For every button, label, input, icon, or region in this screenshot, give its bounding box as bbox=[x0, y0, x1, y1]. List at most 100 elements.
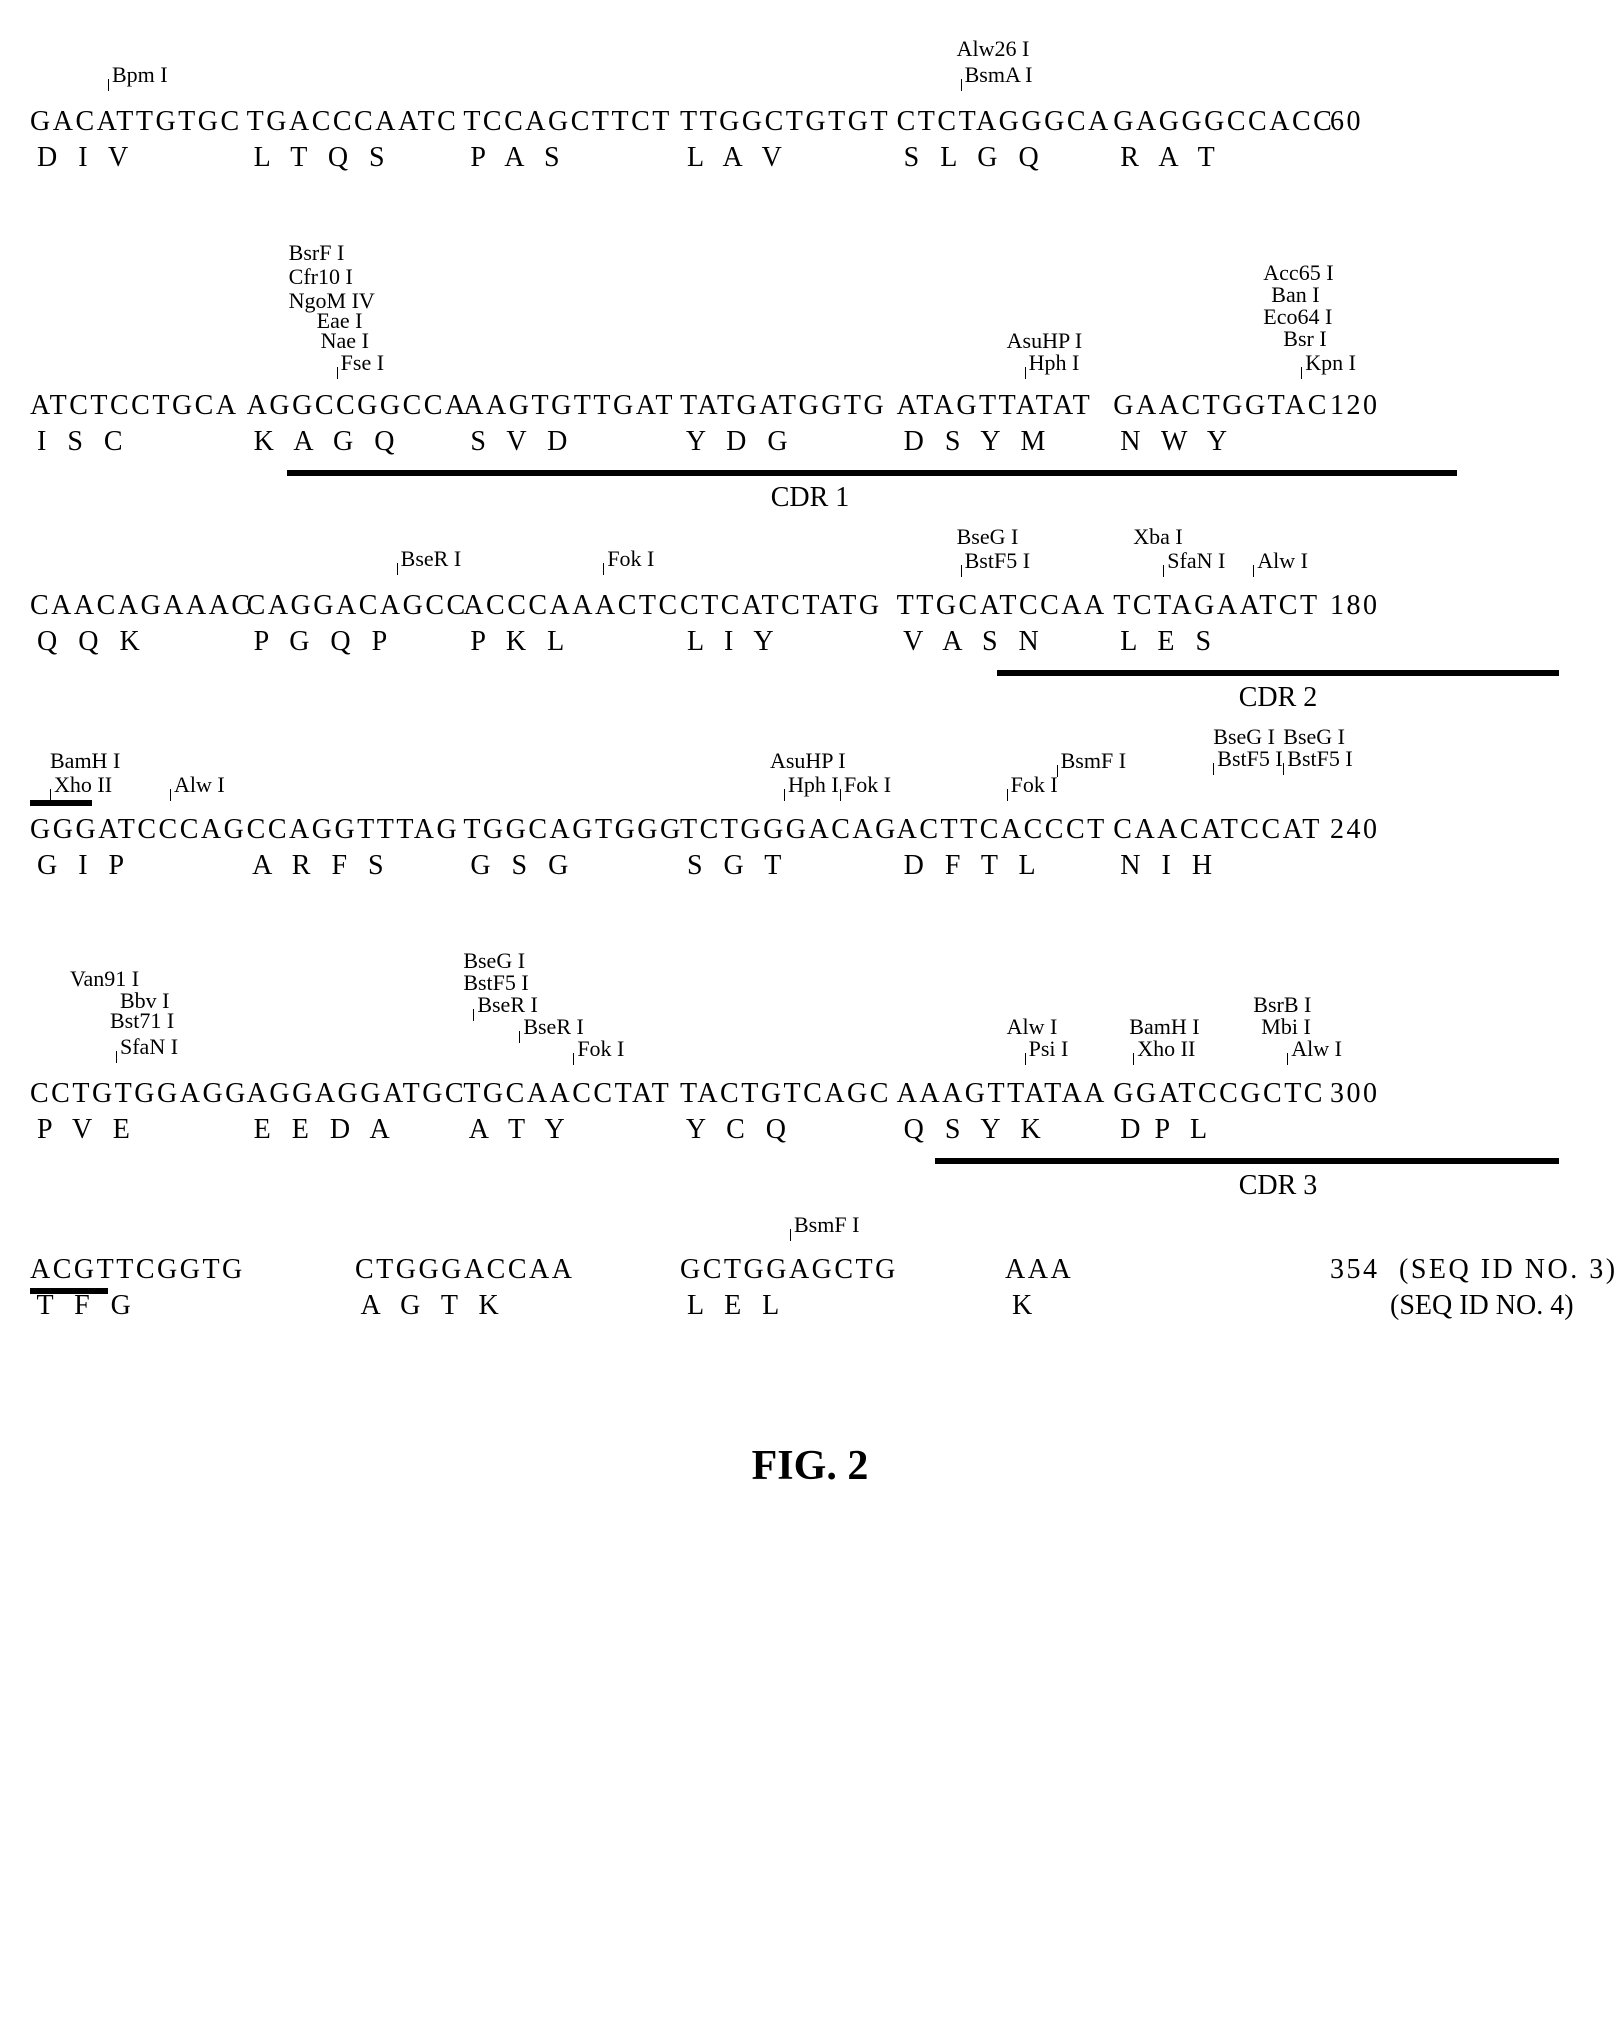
enzyme-label: BseG I bbox=[957, 524, 1019, 550]
end-column: 180 bbox=[1330, 590, 1590, 658]
amino-acid-seq: V A S N bbox=[897, 626, 1039, 658]
enzyme-labels: Bpm I bbox=[30, 36, 240, 102]
sequence-block: CCAGGTTTAG A R F S bbox=[247, 814, 457, 882]
nucleotide-seq: ACGTTCGGTG bbox=[30, 1254, 245, 1286]
enzyme-name: Fok I bbox=[1011, 772, 1058, 797]
enzyme-tick bbox=[1007, 789, 1008, 801]
enzyme-labels: AsuHP IHph IFok I bbox=[680, 724, 890, 810]
amino-acid-seq: N W Y bbox=[1113, 426, 1227, 458]
sequence-block: TGACCCAATC L T Q S bbox=[247, 106, 457, 174]
enzyme-label: Xho II bbox=[1133, 1036, 1195, 1062]
nucleotide-seq: ATAGTTATAT bbox=[897, 390, 1093, 422]
figure-label: FIG. 2 bbox=[30, 1442, 1590, 1490]
enzyme-label: Hph I bbox=[784, 772, 839, 798]
enzyme-label: BsmA I bbox=[961, 62, 1033, 88]
enzyme-name: Alw I bbox=[1257, 548, 1308, 573]
sequence-block: Van91 IBbv IBst71 ISfaN ICCTGTGGAGG P V … bbox=[30, 1078, 240, 1146]
enzyme-label: Fok I bbox=[603, 546, 654, 572]
cdr-bar bbox=[997, 670, 1559, 676]
enzyme-label: SfaN I bbox=[1163, 548, 1225, 574]
nucleotide-seq: TGACCCAATC bbox=[247, 106, 459, 138]
enzyme-tick bbox=[1283, 763, 1284, 775]
enzyme-name: BseR I bbox=[401, 546, 462, 571]
enzyme-label: AsuHP I bbox=[770, 748, 846, 774]
sequence-block: AAGTGTTGAT S V D bbox=[463, 390, 673, 458]
amino-acid-seq: T F G bbox=[30, 1290, 131, 1322]
end-column: 300 bbox=[1330, 1078, 1590, 1146]
sequence-row: Van91 IBbv IBst71 ISfaN ICCTGTGGAGG P V … bbox=[30, 952, 1590, 1146]
amino-acid-seq: E E D A bbox=[247, 1114, 390, 1146]
enzyme-name: SfaN I bbox=[120, 1034, 178, 1059]
end-number: 354 bbox=[1330, 1254, 1380, 1285]
enzyme-tick bbox=[1287, 1053, 1288, 1065]
enzyme-label: Xba I bbox=[1133, 524, 1182, 550]
sequence-block: TATGATGGTG Y D G bbox=[680, 390, 890, 458]
amino-acid-seq: S G T bbox=[680, 850, 781, 882]
enzyme-name: Xba I bbox=[1133, 524, 1182, 549]
enzyme-tick bbox=[519, 1031, 520, 1043]
amino-acid-seq: D P L bbox=[1113, 1114, 1207, 1146]
position-number: 60 bbox=[1330, 106, 1363, 138]
sequence-figure: Bpm IGACATTGTGC D I VTGACCCAATC L T Q ST… bbox=[30, 40, 1590, 1322]
amino-acid-seq: I S C bbox=[30, 426, 123, 458]
enzyme-name: Fok I bbox=[577, 1036, 624, 1061]
nucleotide-seq: CTGGGACCAA bbox=[355, 1254, 574, 1286]
enzyme-name: BamH I bbox=[50, 748, 120, 773]
blocks-container: CAACAGAAAC Q Q KBseR ICAGGACAGCC P G Q P… bbox=[30, 590, 1590, 658]
nucleotide-seq: AAGTGTTGAT bbox=[463, 390, 675, 422]
enzyme-label: Kpn I bbox=[1301, 350, 1356, 376]
sequence-block: AsuHP IHph IATAGTTATAT D S Y M bbox=[897, 390, 1107, 458]
amino-acid-seq: D I V bbox=[30, 142, 128, 174]
sequence-row: CAACAGAAAC Q Q KBseR ICAGGACAGCC P G Q P… bbox=[30, 528, 1590, 658]
sequence-block: Alw26 IBsmA ICTCTAGGGCA S L G Q bbox=[897, 106, 1107, 174]
enzyme-name: Hph I bbox=[1029, 350, 1080, 375]
sequence-row: BamH IXho IIAlw IGGGATCCCAG G I PCCAGGTT… bbox=[30, 728, 1590, 882]
amino-acid-seq: S V D bbox=[463, 426, 567, 458]
nucleotide-seq: GCTGGAGCTG bbox=[680, 1254, 898, 1286]
sequence-row: ATCTCCTGCA I S CBsrF ICfr10 INgoM IVEae … bbox=[30, 244, 1590, 458]
nucleotide-seq: CAACATCCAT bbox=[1113, 814, 1322, 846]
spacer bbox=[1330, 142, 1337, 174]
blocks-container: Bpm IGACATTGTGC D I VTGACCCAATC L T Q ST… bbox=[30, 106, 1590, 174]
blocks-container: ACGTTCGGTG T F GCTGGGACCAA A G T KBsmF I… bbox=[30, 1254, 1590, 1322]
enzyme-name: Bsr I bbox=[1283, 326, 1326, 351]
amino-acid-seq: L I Y bbox=[680, 626, 774, 658]
position-number: 240 bbox=[1330, 814, 1380, 846]
enzyme-tick bbox=[50, 789, 51, 801]
nucleotide-seq: TCTGGGACAG bbox=[680, 814, 898, 846]
nucleotide-seq: CTCATCTATG bbox=[680, 590, 882, 622]
enzyme-tick bbox=[337, 367, 338, 379]
nucleotide-seq: CCTGTGGAGG bbox=[30, 1078, 248, 1110]
enzyme-labels: BseR I bbox=[247, 524, 457, 586]
nucleotide-seq: AGGAGGATGC bbox=[247, 1078, 466, 1110]
blocks-container: ATCTCCTGCA I S CBsrF ICfr10 INgoM IVEae … bbox=[30, 390, 1590, 458]
sequence-block: TTGGCTGTGT L A V bbox=[680, 106, 890, 174]
cdr-bar bbox=[935, 1158, 1559, 1164]
amino-acid-seq: A R F S bbox=[247, 850, 384, 882]
nucleotide-seq: TCTAGAATCT bbox=[1113, 590, 1319, 622]
enzyme-label: Fse I bbox=[337, 350, 384, 376]
enzyme-name: Bpm I bbox=[112, 62, 168, 87]
enzyme-tick bbox=[473, 1009, 474, 1021]
amino-acid-seq: K bbox=[1005, 1290, 1032, 1322]
end-column: 120 bbox=[1330, 390, 1590, 458]
enzyme-label: Alw26 I bbox=[957, 36, 1030, 62]
nucleotide-seq: GGGATCCCAG bbox=[30, 814, 246, 846]
enzyme-tick bbox=[840, 789, 841, 801]
enzyme-name: Xho II bbox=[1137, 1036, 1195, 1061]
cdr-bar-tail bbox=[30, 800, 92, 806]
position-number: 300 bbox=[1330, 1078, 1380, 1110]
amino-acid-seq: N I H bbox=[1113, 850, 1212, 882]
cdr-label: CDR 2 bbox=[1239, 682, 1318, 714]
sequence-block: Fok IACCCAAACTC P K L bbox=[463, 590, 673, 658]
sequence-block: Bpm IGACATTGTGC D I V bbox=[30, 106, 240, 174]
sequence-block: ATCTCCTGCA I S C bbox=[30, 390, 240, 458]
amino-acid-seq: A G T K bbox=[355, 1290, 499, 1322]
enzyme-tick bbox=[1253, 565, 1254, 577]
enzyme-label: BstF5 I bbox=[1283, 746, 1352, 772]
spacer bbox=[1330, 626, 1337, 658]
enzyme-labels: BseG IBstF5 I bbox=[897, 524, 1107, 586]
sequence-block: Acc65 IBan IEco64 IBsr IKpn IGAACTGGTAC … bbox=[1113, 390, 1323, 458]
amino-acid-seq: K A G Q bbox=[247, 426, 395, 458]
enzyme-name: BseG I bbox=[957, 524, 1019, 549]
